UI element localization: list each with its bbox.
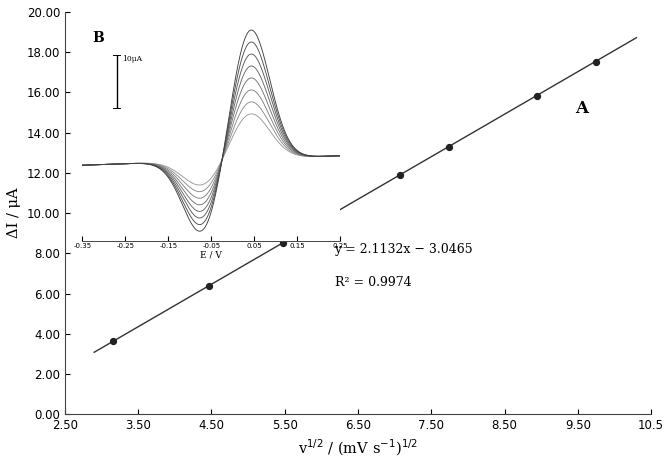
Point (531, 93, 542, 100)
Text: y = 2.1132x − 3.0465: y = 2.1132x − 3.0465 (335, 243, 473, 256)
Point (204, 282, 215, 290)
Point (322, 213, 333, 221)
Point (395, 172, 405, 179)
Text: R² = 0.9974: R² = 0.9974 (335, 276, 411, 288)
Point (590, 58, 601, 66)
Y-axis label: ΔI / μA: ΔI / μA (7, 188, 21, 239)
Point (444, 143, 455, 151)
Point (278, 239, 289, 246)
Text: A: A (575, 100, 588, 117)
Point (108, 338, 119, 345)
X-axis label: v$^{1/2}$ / (mV s$^{-1}$)$^{1/2}$: v$^{1/2}$ / (mV s$^{-1}$)$^{1/2}$ (298, 438, 418, 458)
